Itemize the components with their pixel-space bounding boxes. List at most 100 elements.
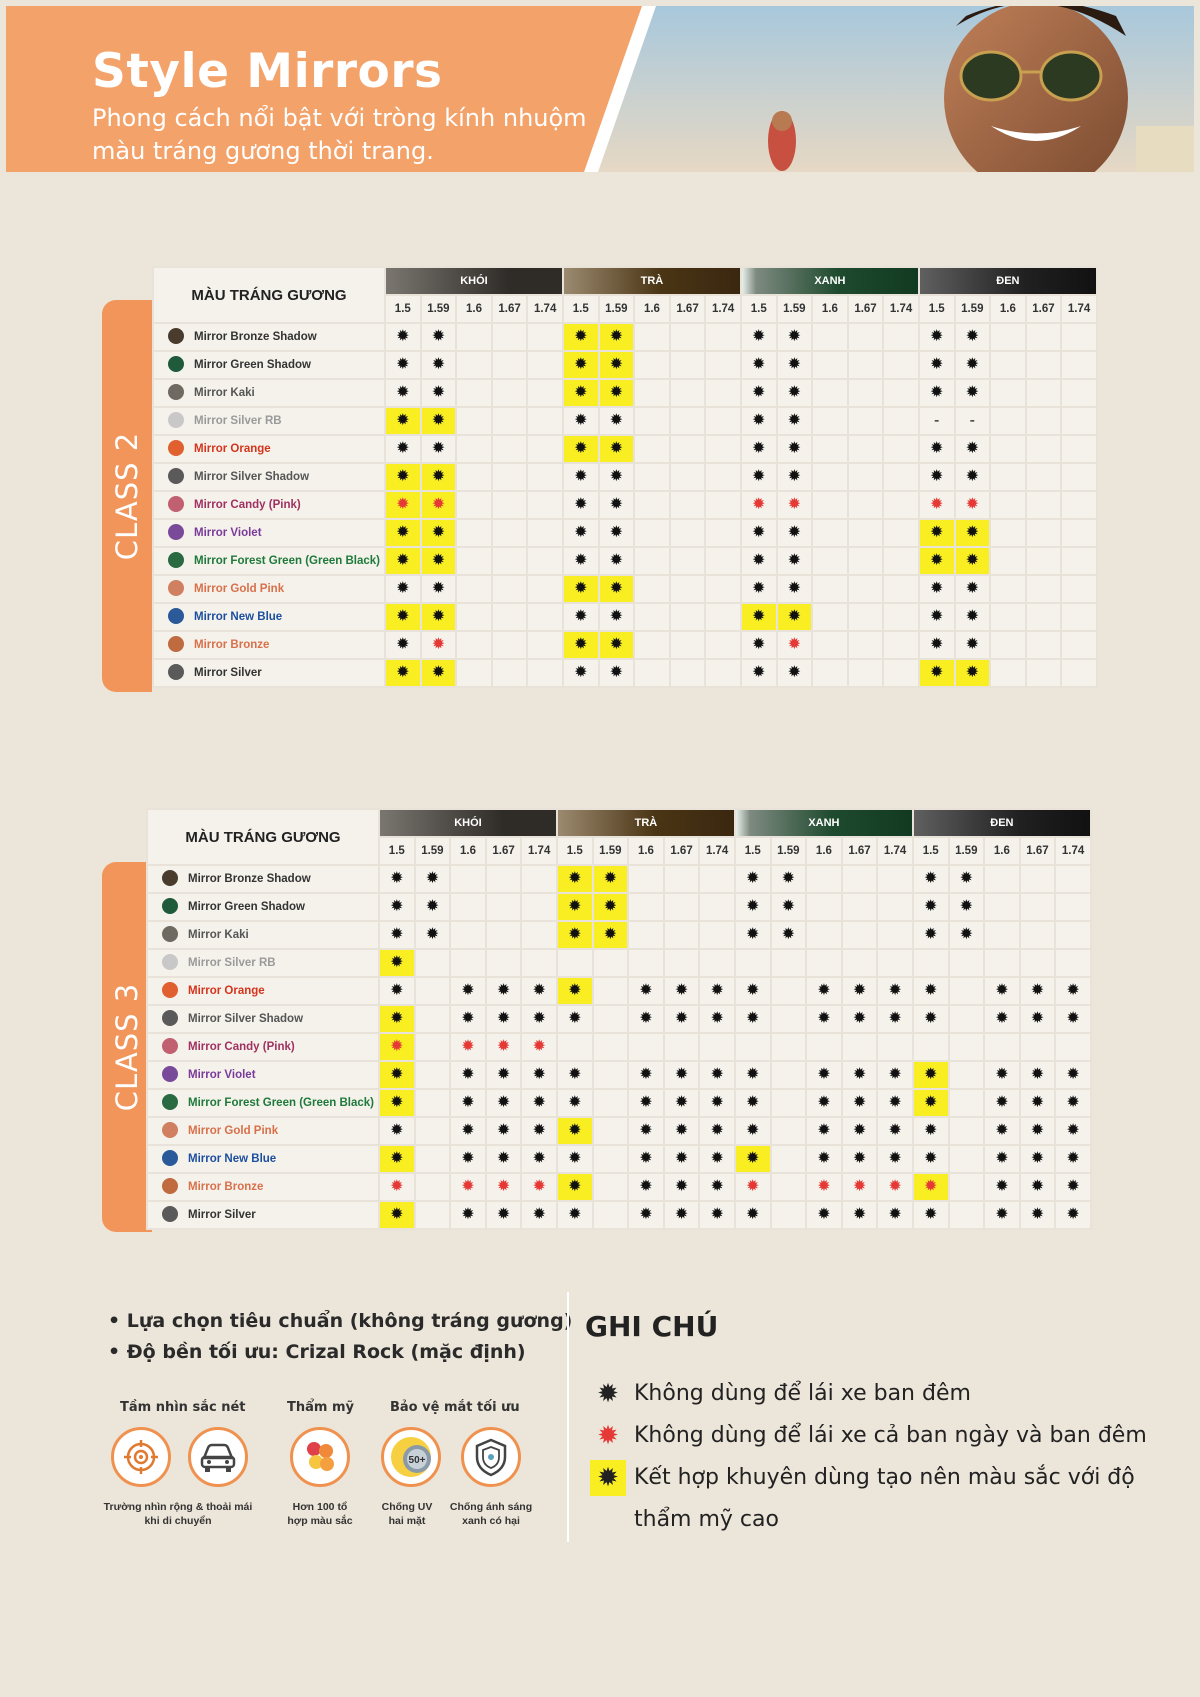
mirror-name: Mirror Kaki xyxy=(188,929,249,942)
empty-cell xyxy=(811,434,849,464)
index-header: 1.5 xyxy=(911,836,950,866)
empty-cell xyxy=(811,630,849,660)
table-row: Mirror Orange ✹ ✹ ✹ ✹ ✹ ✹ ✹ ✹ ✹ ✹ ✹ ✹ ✹ ✹ ✹ ✹ xyxy=(146,976,1092,1006)
empty-cell xyxy=(769,1032,808,1062)
mirror-name: Mirror Silver RB xyxy=(188,957,276,970)
lens-color-swatch xyxy=(168,328,184,344)
table-row: Mirror Violet ✹ ✹ ✹ ✹ ✹ ✹ ✹ ✹ ✹ ✹ ✹ ✹ ✹ ✹ ✹ ✹ xyxy=(146,1060,1092,1090)
empty-cell xyxy=(805,948,843,978)
table-row: Mirror Kaki ✹ ✹ ✹ ✹ ✹ ✹ ✹ ✹ xyxy=(146,920,1092,950)
red-sun-icon: ✹ xyxy=(449,1172,487,1202)
empty-cell xyxy=(1060,546,1098,576)
sun-icon: ✹ xyxy=(733,1060,772,1090)
mirror-name-cell: Mirror Forest Green (Green Black) xyxy=(152,546,386,576)
highlighted-sun-icon: ✹ xyxy=(561,574,600,604)
empty-cell xyxy=(526,350,564,380)
empty-cell xyxy=(769,1200,808,1230)
highlighted-sun-icon: ✹ xyxy=(561,322,600,352)
lens-color-swatch xyxy=(162,1206,178,1222)
empty-cell xyxy=(876,892,914,922)
empty-cell xyxy=(455,350,493,380)
lens-color-swatch xyxy=(162,1010,178,1026)
index-header: 1.6 xyxy=(989,294,1027,324)
sun-icon: ✹ xyxy=(662,1172,701,1202)
highlighted-sun-icon: ✹ xyxy=(419,406,458,436)
sun-icon: ✹ xyxy=(739,574,778,604)
empty-cell xyxy=(769,1060,808,1090)
sun-icon: ✹ xyxy=(775,350,814,380)
sun-icon: ✹ xyxy=(733,1200,772,1230)
empty-cell xyxy=(591,1004,630,1034)
empty-cell xyxy=(668,518,707,548)
note-recommended: ✹ Kết hợp khuyên dùng tạo nên màu sắc vớ… xyxy=(590,1460,1150,1541)
empty-cell xyxy=(1024,490,1063,520)
empty-cell xyxy=(1054,892,1092,922)
sun-icon: ✹ xyxy=(555,1060,594,1090)
sun-icon: ✹ xyxy=(917,434,956,464)
empty-cell xyxy=(1018,1032,1057,1062)
empty-cell xyxy=(555,1032,594,1062)
empty-cell xyxy=(698,948,736,978)
empty-cell xyxy=(698,1032,736,1062)
sun-icon: ✹ xyxy=(413,864,452,894)
sun-icon: ✹ xyxy=(1018,1004,1057,1034)
class-3-label: CLASS 3 xyxy=(110,982,144,1112)
sun-icon: ✹ xyxy=(739,462,778,492)
empty-cell xyxy=(490,462,529,492)
empty-cell xyxy=(1054,864,1092,894)
highlighted-sun-icon: ✹ xyxy=(597,630,636,660)
empty-cell xyxy=(1018,864,1057,894)
sun-icon: ✹ xyxy=(484,976,523,1006)
table-row: Mirror Silver Shadow ✹ ✹ ✹ ✹ ✹ ✹ ✹ ✹ ✹ ✹ ✹ ✹ ✹ ✹ ✹ ✹ xyxy=(146,1004,1092,1034)
index-header: 1.59 xyxy=(419,294,458,324)
mirror-name: Mirror Silver xyxy=(194,667,262,680)
group-header-row: MÀU TRÁNG GƯƠNG KHÓI TRÀ XANH ĐEN xyxy=(146,808,1092,866)
index-header: 1.67 xyxy=(490,294,529,324)
empty-cell xyxy=(704,518,742,548)
empty-cell xyxy=(662,892,701,922)
sun-icon: ✹ xyxy=(983,1172,1021,1202)
empty-cell xyxy=(1060,490,1098,520)
empty-cell xyxy=(1054,1032,1092,1062)
lens-color-swatch xyxy=(168,412,184,428)
empty-cell xyxy=(490,574,529,604)
mirror-name-cell: Mirror Silver xyxy=(152,658,386,688)
sun-icon: ✹ xyxy=(698,1172,736,1202)
sun-icon: ✹ xyxy=(1054,1004,1092,1034)
empty-cell xyxy=(526,546,564,576)
highlighted-sun-icon: ✹ xyxy=(555,1172,594,1202)
red-sun-icon: ✹ xyxy=(775,490,814,520)
empty-cell xyxy=(811,322,849,352)
mirror-name-cell: Mirror Violet xyxy=(152,518,386,548)
empty-cell xyxy=(490,350,529,380)
highlighted-sun-icon: ✹ xyxy=(733,1144,772,1174)
empty-cell xyxy=(455,602,493,632)
empty-cell xyxy=(413,948,452,978)
empty-cell xyxy=(1060,350,1098,380)
sun-icon: ✹ xyxy=(739,378,778,408)
empty-cell xyxy=(989,406,1027,436)
empty-cell xyxy=(627,864,665,894)
sun-icon: ✹ xyxy=(1018,1144,1057,1174)
table-row: Mirror Silver Shadow ✹ ✹ ✹ ✹ ✹ ✹ ✹ ✹ xyxy=(152,462,1098,492)
empty-cell xyxy=(882,546,920,576)
color-column-header: MÀU TRÁNG GƯƠNG xyxy=(152,266,386,324)
table-row: Mirror Silver ✹ ✹ ✹ ✹ ✹ ✹ ✹ ✹ xyxy=(152,658,1098,688)
empty-cell xyxy=(983,864,1021,894)
sun-icon: ✹ xyxy=(597,518,636,548)
index-header: 1.6 xyxy=(455,294,493,324)
highlighted-sun-icon: ✹ xyxy=(384,462,422,492)
empty-cell xyxy=(989,518,1027,548)
sun-icon: ✹ xyxy=(775,406,814,436)
sun-icon: ✹ xyxy=(698,1200,736,1230)
empty-cell xyxy=(1018,892,1057,922)
empty-cell xyxy=(520,864,558,894)
highlighted-sun-icon: ✹ xyxy=(378,1088,416,1118)
empty-cell xyxy=(876,864,914,894)
empty-cell xyxy=(413,1088,452,1118)
empty-cell xyxy=(882,574,920,604)
sun-icon: ✹ xyxy=(840,1004,879,1034)
empty-cell xyxy=(449,892,487,922)
index-header: 1.6 xyxy=(627,836,665,866)
sun-icon: ✹ xyxy=(520,976,558,1006)
